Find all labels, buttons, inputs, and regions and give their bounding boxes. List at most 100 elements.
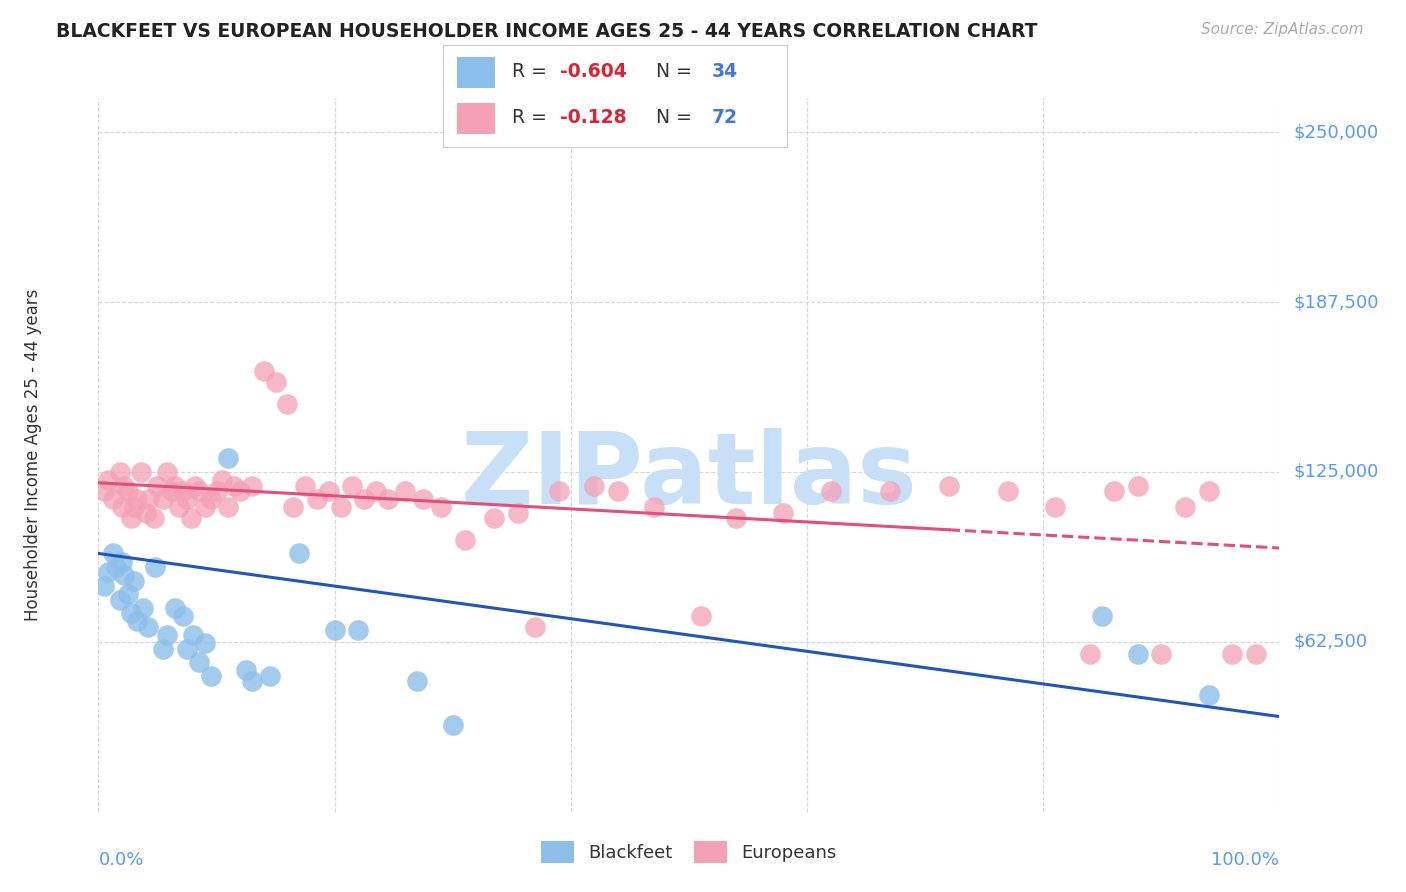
Point [101, 546, 124, 560]
Point [1043, 500, 1066, 515]
Point [112, 478, 135, 492]
Text: N =: N = [657, 109, 699, 128]
Point [253, 364, 276, 378]
Point [506, 506, 529, 520]
Point [441, 717, 464, 731]
Text: BLACKFEET VS EUROPEAN HOUSEHOLDER INCOME AGES 25 - 44 YEARS CORRELATION CHART: BLACKFEET VS EUROPEAN HOUSEHOLDER INCOME… [56, 22, 1038, 41]
Text: ZIPatlas: ZIPatlas [461, 428, 917, 524]
Point [180, 511, 202, 525]
Point [938, 478, 960, 492]
Point [342, 478, 364, 492]
Point [353, 492, 375, 507]
Point [524, 620, 547, 634]
Point [259, 669, 281, 683]
Point [187, 655, 209, 669]
Point [264, 375, 287, 389]
Point [305, 492, 328, 507]
Point [132, 600, 155, 615]
Point [181, 628, 204, 642]
Point [412, 492, 434, 507]
Point [127, 615, 149, 629]
Point [1198, 483, 1220, 498]
Point [111, 555, 134, 569]
Text: Householder Income Ages 25 - 44 years: Householder Income Ages 25 - 44 years [24, 289, 42, 621]
Text: 100.0%: 100.0% [1212, 851, 1279, 869]
Point [430, 500, 453, 515]
Point [364, 483, 387, 498]
Point [108, 592, 131, 607]
Point [93, 579, 115, 593]
Point [689, 609, 711, 624]
Point [1198, 688, 1220, 702]
Point [108, 465, 131, 479]
Point [240, 674, 263, 689]
Point [172, 483, 194, 498]
Point [121, 607, 143, 621]
Point [482, 511, 505, 525]
Point [167, 500, 190, 515]
Text: 34: 34 [711, 62, 738, 81]
Text: 72: 72 [711, 109, 738, 128]
Point [143, 560, 166, 574]
Point [93, 483, 115, 498]
Point [347, 623, 370, 637]
Point [229, 483, 252, 498]
Point [288, 546, 311, 560]
Point [1244, 647, 1267, 661]
Point [323, 623, 346, 637]
Point [117, 483, 139, 498]
Text: N =: N = [657, 62, 699, 81]
Point [235, 664, 257, 678]
Point [156, 628, 179, 642]
Point [176, 492, 198, 507]
Text: $187,500: $187,500 [1294, 293, 1379, 311]
Point [772, 506, 794, 520]
Text: -0.128: -0.128 [560, 109, 627, 128]
Point [725, 511, 748, 525]
Point [820, 483, 842, 498]
Point [160, 483, 183, 498]
Point [1080, 647, 1102, 661]
Bar [457, 57, 495, 87]
Point [176, 641, 198, 656]
Point [111, 500, 134, 515]
Point [1150, 647, 1173, 661]
Point [211, 473, 233, 487]
Point [217, 500, 239, 515]
Text: Source: ZipAtlas.com: Source: ZipAtlas.com [1201, 22, 1364, 37]
Text: R =: R = [512, 62, 553, 81]
Point [172, 609, 194, 624]
Point [121, 511, 143, 525]
Point [1174, 500, 1197, 515]
Point [136, 620, 159, 634]
Point [643, 500, 665, 515]
Point [112, 568, 135, 582]
Point [194, 500, 217, 515]
Point [1126, 478, 1149, 492]
Point [607, 483, 630, 498]
Point [377, 492, 399, 507]
Point [122, 500, 145, 515]
Point [294, 478, 316, 492]
Point [1091, 609, 1114, 624]
Point [184, 478, 207, 492]
Point [394, 483, 416, 498]
Point [165, 478, 187, 492]
Point [224, 478, 246, 492]
Point [1126, 647, 1149, 661]
Point [276, 397, 298, 411]
Point [187, 483, 209, 498]
Point [329, 500, 352, 515]
Point [453, 533, 475, 547]
Point [1102, 483, 1125, 498]
Text: -0.604: -0.604 [560, 62, 627, 81]
Point [142, 511, 165, 525]
Point [127, 492, 149, 507]
Point [1220, 647, 1243, 661]
Point [138, 492, 160, 507]
Point [200, 669, 222, 683]
Point [406, 674, 429, 689]
Text: $250,000: $250,000 [1294, 123, 1379, 141]
Point [548, 483, 571, 498]
Point [240, 478, 263, 492]
